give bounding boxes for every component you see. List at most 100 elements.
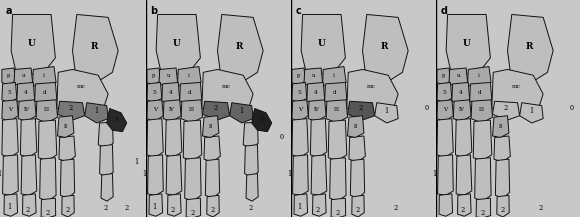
Polygon shape	[375, 103, 398, 123]
Polygon shape	[471, 100, 492, 123]
Polygon shape	[467, 67, 491, 88]
Text: 1: 1	[135, 158, 139, 166]
Polygon shape	[62, 195, 74, 217]
Polygon shape	[307, 82, 325, 104]
Polygon shape	[492, 116, 509, 137]
Polygon shape	[162, 82, 180, 104]
Text: 1: 1	[384, 107, 388, 115]
Polygon shape	[476, 198, 491, 217]
Polygon shape	[156, 15, 200, 75]
Polygon shape	[304, 68, 322, 87]
Polygon shape	[11, 15, 55, 75]
Polygon shape	[36, 100, 57, 123]
Text: 1: 1	[298, 203, 302, 211]
Text: 1: 1	[153, 203, 157, 211]
Polygon shape	[322, 67, 346, 88]
Text: 2: 2	[190, 209, 195, 217]
Text: a: a	[5, 6, 12, 16]
Polygon shape	[159, 68, 177, 87]
Text: 2: 2	[504, 105, 508, 112]
Text: III: III	[334, 107, 340, 112]
Polygon shape	[57, 116, 74, 137]
Polygon shape	[17, 82, 35, 104]
Polygon shape	[456, 155, 472, 195]
Text: u: u	[456, 73, 460, 79]
Text: 5: 5	[152, 90, 156, 95]
Polygon shape	[311, 155, 327, 195]
Text: 1: 1	[94, 107, 98, 115]
Polygon shape	[439, 194, 452, 216]
Text: 1: 1	[529, 107, 533, 115]
Polygon shape	[98, 122, 113, 148]
Polygon shape	[14, 68, 32, 87]
Text: mc: mc	[367, 84, 375, 89]
Polygon shape	[446, 15, 490, 75]
Text: U: U	[462, 39, 470, 48]
Polygon shape	[347, 116, 364, 137]
Polygon shape	[168, 194, 181, 216]
Text: 2: 2	[214, 105, 218, 112]
Polygon shape	[100, 145, 113, 177]
Polygon shape	[495, 159, 510, 198]
Polygon shape	[437, 100, 454, 122]
Polygon shape	[180, 82, 202, 104]
Text: 2: 2	[45, 209, 50, 217]
Text: p: p	[151, 73, 155, 79]
Polygon shape	[349, 136, 365, 162]
Polygon shape	[508, 15, 553, 80]
Text: c: c	[295, 6, 301, 16]
Text: 2: 2	[461, 206, 465, 214]
Text: 4: 4	[459, 90, 462, 95]
Polygon shape	[292, 119, 309, 158]
Text: cl: cl	[478, 90, 483, 95]
Text: U: U	[317, 39, 325, 48]
Text: mc: mc	[222, 84, 230, 89]
Text: 5: 5	[7, 90, 11, 95]
Polygon shape	[470, 82, 492, 104]
Polygon shape	[313, 194, 326, 216]
Text: II: II	[64, 124, 68, 129]
Text: 2: 2	[316, 206, 320, 214]
Polygon shape	[60, 159, 75, 198]
Polygon shape	[149, 194, 162, 216]
Polygon shape	[101, 174, 113, 201]
Polygon shape	[292, 68, 306, 85]
Text: 2: 2	[66, 206, 70, 214]
Text: b: b	[150, 6, 158, 16]
Polygon shape	[57, 101, 85, 120]
Polygon shape	[325, 82, 347, 104]
Text: 2: 2	[501, 206, 505, 214]
Text: mc: mc	[512, 84, 520, 89]
Polygon shape	[23, 194, 36, 216]
Polygon shape	[310, 119, 327, 158]
Text: mc: mc	[77, 84, 85, 89]
Text: cl: cl	[188, 90, 193, 95]
Polygon shape	[177, 67, 201, 88]
Text: 2: 2	[335, 209, 340, 217]
Text: IV: IV	[314, 107, 320, 112]
Text: 5: 5	[442, 90, 446, 95]
Polygon shape	[39, 158, 56, 201]
Polygon shape	[4, 194, 17, 216]
Text: 1: 1	[0, 170, 1, 178]
Polygon shape	[20, 119, 37, 158]
Polygon shape	[41, 198, 56, 217]
Polygon shape	[72, 15, 118, 80]
Text: III: III	[189, 107, 195, 112]
Text: 2: 2	[248, 204, 252, 212]
Text: p: p	[6, 73, 10, 79]
Polygon shape	[166, 155, 182, 195]
Polygon shape	[183, 120, 202, 161]
Polygon shape	[492, 101, 520, 120]
Polygon shape	[2, 100, 19, 122]
Polygon shape	[331, 198, 346, 217]
Polygon shape	[437, 155, 454, 195]
Polygon shape	[294, 194, 307, 216]
Polygon shape	[449, 68, 467, 87]
Polygon shape	[85, 103, 108, 123]
Text: I: I	[260, 117, 263, 122]
Text: II: II	[354, 124, 358, 129]
Polygon shape	[230, 103, 253, 123]
Polygon shape	[252, 108, 271, 132]
Polygon shape	[147, 68, 161, 85]
